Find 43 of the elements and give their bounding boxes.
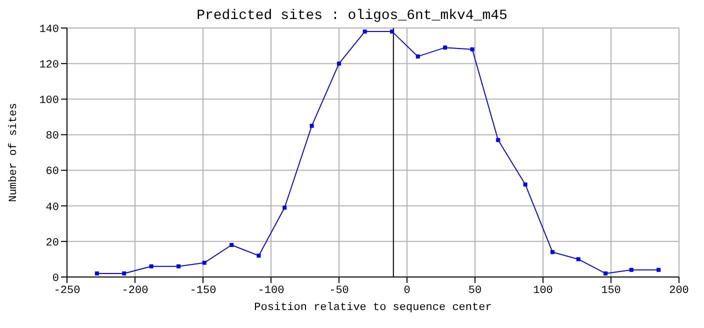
y-tick-label: 40: [46, 202, 59, 214]
point: [629, 268, 634, 272]
x-tick-label: 200: [669, 284, 689, 297]
y-tick-label: 0: [52, 272, 59, 285]
x-tick-label: -250: [54, 284, 80, 297]
x-tick-label: 150: [601, 284, 621, 297]
x-tick-label: 100: [533, 284, 553, 297]
y-tick-label: 100: [39, 95, 59, 108]
x-tick-label: -100: [258, 284, 284, 297]
point: [576, 257, 580, 262]
point: [202, 260, 206, 265]
point: [390, 30, 394, 34]
point: [443, 46, 448, 50]
x-tick-label: -200: [122, 284, 148, 297]
x-tick-label: -50: [329, 284, 349, 297]
y-tick-label: 140: [39, 24, 59, 36]
point: [550, 250, 555, 254]
point: [604, 271, 608, 276]
point: [282, 206, 287, 210]
point: [523, 182, 528, 187]
x-tick-label: 50: [468, 284, 482, 297]
point: [470, 47, 474, 52]
y-tick-label: 60: [46, 166, 59, 178]
point: [122, 271, 126, 276]
point: [496, 138, 500, 142]
y-axis-title: Number of sites: [8, 102, 20, 202]
x-tick-label: 0: [404, 284, 410, 297]
point: [416, 54, 420, 58]
point: [362, 30, 367, 34]
point: [176, 264, 181, 268]
y-tick-label: 120: [39, 59, 59, 72]
chart-title: Predicted sites : oligos_6nt_mkv4_m45: [196, 8, 508, 24]
point: [256, 254, 261, 258]
x-tick-label: -150: [190, 284, 216, 297]
point: [656, 268, 661, 272]
y-tick-label: 80: [46, 130, 59, 143]
x-axis-title: Position relative to sequence center: [254, 302, 492, 314]
point: [337, 62, 341, 66]
point: [310, 124, 314, 128]
point: [149, 264, 154, 268]
point: [94, 271, 99, 276]
y-tick-label: 20: [46, 237, 59, 250]
point: [230, 242, 234, 247]
